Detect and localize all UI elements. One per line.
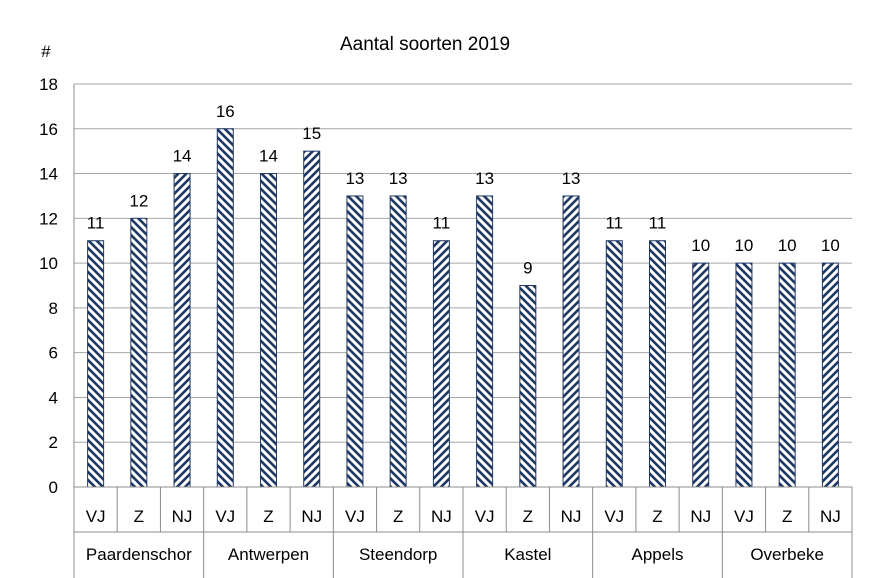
data-label: 10	[821, 236, 840, 255]
data-label: 16	[216, 102, 235, 121]
data-label: 13	[345, 169, 364, 188]
data-label: 11	[605, 214, 623, 233]
bar	[562, 195, 580, 488]
bar	[303, 150, 321, 488]
x-axis: VJ Z NJ VJ Z NJ VJ Z NJ VJ Z NJ VJ Z NJ VJ Z NJ Paardensch…	[73, 84, 853, 578]
data-label: 11	[87, 214, 105, 233]
y-axis-label: #	[41, 42, 51, 61]
bar	[476, 195, 494, 488]
y-tick-label: 18	[39, 75, 58, 94]
x-tick-label: Z	[393, 507, 403, 526]
x-tick-label: Z	[523, 507, 533, 526]
data-label: 11	[433, 214, 451, 233]
y-tick-label: 2	[49, 433, 58, 452]
bar	[389, 195, 407, 488]
bar	[821, 262, 839, 488]
x-tick-label: NJ	[431, 507, 452, 526]
bar	[216, 128, 234, 488]
data-label: 14	[259, 147, 278, 166]
bar	[260, 173, 277, 488]
bar	[735, 262, 753, 488]
y-tick-label: 16	[39, 120, 58, 139]
x-tick-label: VJ	[475, 507, 495, 526]
bar	[778, 262, 796, 488]
bar	[649, 240, 666, 488]
group-label: Overbeke	[750, 545, 824, 564]
x-tick-label: Z	[134, 507, 144, 526]
x-tick-label: VJ	[215, 507, 235, 526]
y-tick-label: 6	[49, 344, 58, 363]
x-tick-label: NJ	[172, 507, 193, 526]
group-label: Appels	[632, 545, 684, 564]
bar	[605, 240, 623, 488]
y-tick-label: 10	[39, 254, 58, 273]
group-label: Paardenschor	[86, 545, 192, 564]
bar	[692, 262, 710, 488]
y-tick-label: 8	[49, 299, 58, 318]
data-label: 12	[129, 191, 148, 210]
x-tick-label: NJ	[301, 507, 322, 526]
data-label: 13	[475, 169, 494, 188]
x-tick-label: NJ	[820, 507, 841, 526]
gridlines	[74, 83, 852, 488]
group-label: Steendorp	[359, 545, 437, 564]
bar	[346, 195, 364, 488]
chart-title: Aantal soorten 2019	[340, 34, 510, 55]
bar	[519, 285, 537, 488]
x-tick-label: VJ	[734, 507, 754, 526]
y-tick-labels: 0 2 4 6 8 10 12 14 16 18	[39, 75, 58, 497]
y-tick-label: 12	[39, 209, 58, 228]
data-label: 13	[389, 169, 408, 188]
data-labels: 11 12 14 16 14 15 13 13 11 13 9 13 11 11 10 10 10 10	[87, 102, 840, 278]
x-tick-label: VJ	[86, 507, 106, 526]
x-tick-label: NJ	[690, 507, 711, 526]
data-label: 10	[778, 236, 797, 255]
data-label: 14	[173, 147, 192, 166]
data-label: 10	[734, 236, 753, 255]
x-tick-label: Z	[652, 507, 662, 526]
x-tick-label: VJ	[604, 507, 624, 526]
group-label: Kastel	[504, 545, 551, 564]
bar	[432, 240, 450, 488]
y-tick-label: 14	[39, 165, 58, 184]
data-label: 11	[649, 214, 667, 233]
bars	[87, 128, 839, 488]
bar	[87, 240, 105, 488]
data-label: 15	[302, 124, 321, 143]
y-tick-label: 4	[49, 388, 58, 407]
x-tick-label: NJ	[561, 507, 582, 526]
bar	[130, 217, 148, 488]
bar	[173, 173, 191, 488]
y-tick-label: 0	[49, 478, 58, 497]
x-tick-label: Z	[782, 507, 792, 526]
x-tick-label: Z	[263, 507, 273, 526]
data-label: 10	[691, 236, 710, 255]
data-label: 9	[523, 259, 532, 278]
group-label: Antwerpen	[228, 545, 309, 564]
data-label: 13	[562, 169, 581, 188]
x-tick-label: VJ	[345, 507, 365, 526]
